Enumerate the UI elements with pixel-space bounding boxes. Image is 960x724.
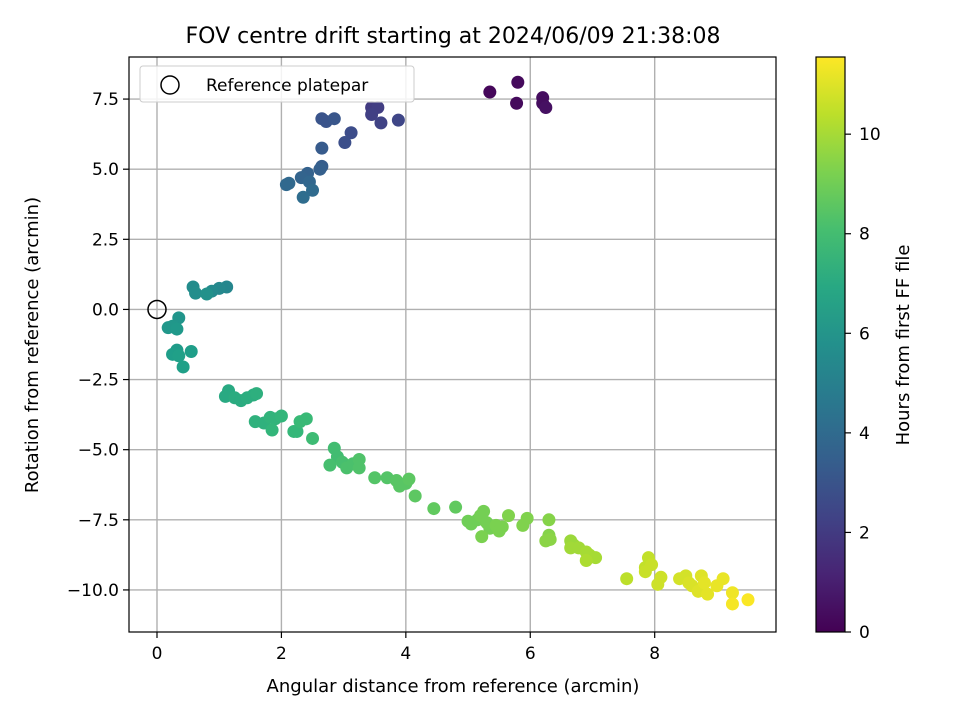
data-points xyxy=(161,75,755,611)
y-tick-label: 0.0 xyxy=(92,300,119,320)
scatter-point xyxy=(313,162,327,176)
scatter-point xyxy=(189,286,203,300)
scatter-point xyxy=(701,587,715,601)
scatter-point xyxy=(338,136,352,150)
scatter-point xyxy=(323,458,337,472)
reference-marker xyxy=(147,299,167,320)
scatter-point xyxy=(306,183,320,197)
scatter-point xyxy=(539,100,553,114)
scatter-point xyxy=(368,471,382,485)
scatter-point xyxy=(495,520,509,534)
y-tick-label: −2.5 xyxy=(78,371,119,391)
colorbar-tick-label: 4 xyxy=(859,424,870,444)
scatter-point xyxy=(306,431,320,445)
scatter-point xyxy=(402,472,416,486)
scatter-point xyxy=(374,116,388,130)
scatter-point xyxy=(250,387,264,401)
x-tick-label: 0 xyxy=(152,644,163,664)
chart-title: FOV centre drift starting at 2024/06/09 … xyxy=(186,24,721,49)
scatter-point xyxy=(725,586,739,600)
scatter-point xyxy=(543,532,557,546)
scatter-point xyxy=(501,509,515,523)
scatter-point xyxy=(520,511,534,525)
scatter-point xyxy=(475,530,489,544)
legend: Reference platepar xyxy=(139,65,415,103)
scatter-point xyxy=(170,322,184,336)
x-tick-label: 8 xyxy=(649,644,660,664)
colorbar-tick-label: 6 xyxy=(859,324,870,344)
scatter-point xyxy=(511,75,525,89)
colorbar-tick-label: 2 xyxy=(859,523,870,543)
legend-reference-marker xyxy=(160,75,180,95)
scatter-point xyxy=(477,504,491,518)
y-tick-label: 7.5 xyxy=(92,90,119,110)
scatter-point xyxy=(741,593,755,607)
scatter-point xyxy=(716,572,730,586)
y-tick-label: 2.5 xyxy=(92,230,119,250)
colorbar-ticks: 0 2 4 6 8 10 xyxy=(845,125,881,643)
y-axis-label: Rotation from reference (arcmin) xyxy=(22,197,43,493)
colorbar xyxy=(815,56,846,633)
scatter-point xyxy=(620,572,634,586)
scatter-point xyxy=(408,489,422,503)
scatter-point xyxy=(172,349,186,363)
scatter-point xyxy=(579,553,593,567)
scatter-point xyxy=(290,424,304,438)
x-axis-label: Angular distance from reference (arcmin) xyxy=(267,676,640,697)
gridlines xyxy=(129,57,776,632)
scatter-point xyxy=(184,345,198,359)
scatter-point xyxy=(282,176,296,190)
x-tick-label: 6 xyxy=(525,644,536,664)
scatter-point xyxy=(449,500,463,514)
legend-entry-reference: Reference platepar xyxy=(206,76,368,96)
scatter-point xyxy=(542,513,556,527)
y-axis-ticks: −10.0 −7.5 −5.0 −2.5 0.0 2.5 5.0 7.5 xyxy=(67,90,129,601)
colorbar-tick-label: 0 xyxy=(859,623,870,643)
scatter-point xyxy=(296,190,310,204)
scatter-point xyxy=(651,577,665,591)
scatter-point xyxy=(352,461,366,475)
scatter-point xyxy=(344,126,358,140)
colorbar-tick-label: 10 xyxy=(859,125,881,145)
x-tick-label: 2 xyxy=(276,644,287,664)
scatter-point xyxy=(315,141,329,155)
scatter-point xyxy=(638,565,652,579)
scatter-point xyxy=(391,113,405,127)
colorbar-label: Hours from first FF file xyxy=(893,245,914,446)
scatter-point xyxy=(725,597,739,611)
colorbar-tick-label: 8 xyxy=(859,225,870,245)
plot-frame xyxy=(128,56,777,633)
scatter-point xyxy=(427,502,441,516)
scatter-point xyxy=(327,112,341,126)
x-tick-label: 4 xyxy=(400,644,411,664)
x-axis-ticks: 0 2 4 6 8 xyxy=(152,632,660,664)
scatter-point xyxy=(274,409,288,423)
scatter-point xyxy=(365,108,379,121)
y-tick-label: −10.0 xyxy=(67,581,119,601)
scatter-point xyxy=(510,96,524,110)
scatter-point xyxy=(176,360,190,374)
y-tick-label: −5.0 xyxy=(78,441,119,461)
y-tick-label: 5.0 xyxy=(92,160,119,180)
legend-box xyxy=(139,65,415,103)
scatter-point xyxy=(483,85,497,99)
scatter-point xyxy=(200,287,214,301)
y-tick-label: −7.5 xyxy=(78,511,119,531)
scatter-point xyxy=(265,423,279,437)
scatter-point xyxy=(697,576,711,590)
scatter-point xyxy=(299,412,313,426)
